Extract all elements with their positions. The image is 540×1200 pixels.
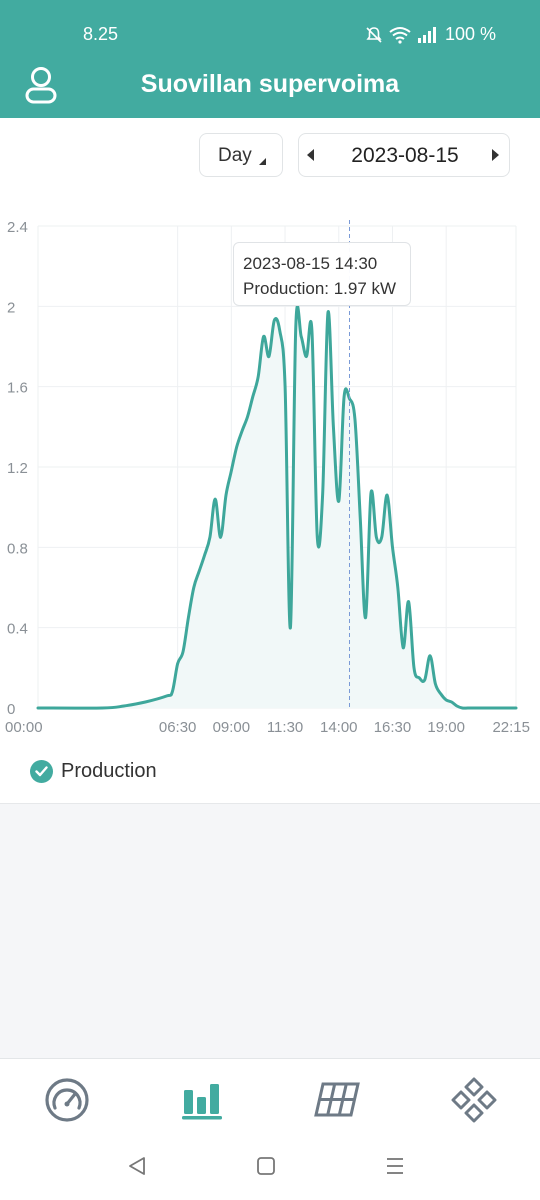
y-tick-label: 2.4 — [7, 219, 28, 236]
series-area — [38, 306, 516, 709]
grid-diamonds-icon — [451, 1077, 497, 1123]
tooltip-time: 2023-08-15 14:30 — [243, 254, 378, 273]
tooltip-value: Production: 1.97 kW — [243, 279, 397, 298]
bottom-navigation — [0, 1058, 540, 1200]
y-tick-label: 2 — [7, 299, 15, 316]
solar-panel-icon — [314, 1082, 360, 1117]
status-icons: 100 % — [365, 24, 496, 45]
production-panel: Day 2023-08-15 0 0.4 0.8 1.2 1.6 2 2.4 00:00 06:… — [0, 118, 540, 804]
date-navigator: 2023-08-15 — [298, 133, 510, 177]
app-header: 8.25 100 % Suovillan sup — [0, 0, 540, 118]
status-time: 8.25 — [83, 24, 119, 44]
period-select[interactable]: Day — [199, 133, 283, 177]
date-value[interactable]: 2023-08-15 — [351, 144, 459, 167]
previous-date-button[interactable] — [307, 149, 314, 161]
y-tick-label: 0.8 — [7, 540, 28, 557]
chart-tooltip: 2023-08-15 14:30 Production: 1.97 kW — [233, 242, 411, 306]
page-title: Suovillan supervoima — [140, 70, 400, 98]
x-tick-label: 19:00 — [427, 719, 465, 736]
signal-icon — [417, 26, 436, 43]
chart-legend[interactable]: Production — [30, 760, 157, 783]
x-tick-label: 06:30 — [159, 719, 197, 736]
chart-axis-labels: 0 0.4 0.8 1.2 1.6 2 2.4 00:00 06:30 09:00 11:30 14:… — [5, 219, 530, 736]
x-tick-label: 11:30 — [267, 719, 303, 736]
production-chart[interactable]: 0 0.4 0.8 1.2 1.6 2 2.4 00:00 06:30 09:00 11:30 14:… — [0, 208, 540, 748]
caret-icon — [259, 158, 266, 165]
user-icon[interactable] — [22, 66, 60, 106]
chart-series-layer — [36, 220, 518, 710]
nav-solar-panels[interactable] — [309, 1075, 365, 1125]
nav-production-chart[interactable] — [174, 1075, 230, 1125]
checkmark-icon[interactable] — [30, 760, 53, 783]
y-tick-label: 1.2 — [7, 460, 28, 477]
y-tick-label: 0 — [7, 701, 15, 718]
legend-label: Production — [61, 760, 157, 782]
x-tick-label: 14:00 — [320, 719, 358, 736]
y-tick-label: 0.4 — [7, 621, 28, 638]
period-label: Day — [218, 145, 252, 166]
y-tick-label: 1.6 — [7, 380, 28, 397]
back-icon[interactable] — [126, 1155, 148, 1177]
next-date-button[interactable] — [492, 149, 499, 161]
home-icon[interactable] — [255, 1155, 277, 1177]
x-tick-label: 22:15 — [492, 719, 530, 736]
gauge-icon — [45, 1078, 89, 1122]
nav-gauge[interactable] — [39, 1075, 95, 1125]
recents-icon[interactable] — [384, 1155, 406, 1177]
series-line — [36, 304, 518, 710]
x-tick-label: 00:00 — [5, 719, 43, 736]
nav-devices[interactable] — [446, 1075, 502, 1125]
battery-text: 100 % — [444, 24, 496, 44]
wifi-icon — [389, 26, 411, 44]
mute-bell-icon — [366, 26, 382, 43]
x-tick-label: 09:00 — [213, 719, 251, 736]
bar-chart-icon — [182, 1084, 222, 1120]
x-tick-label: 16:30 — [374, 719, 412, 736]
